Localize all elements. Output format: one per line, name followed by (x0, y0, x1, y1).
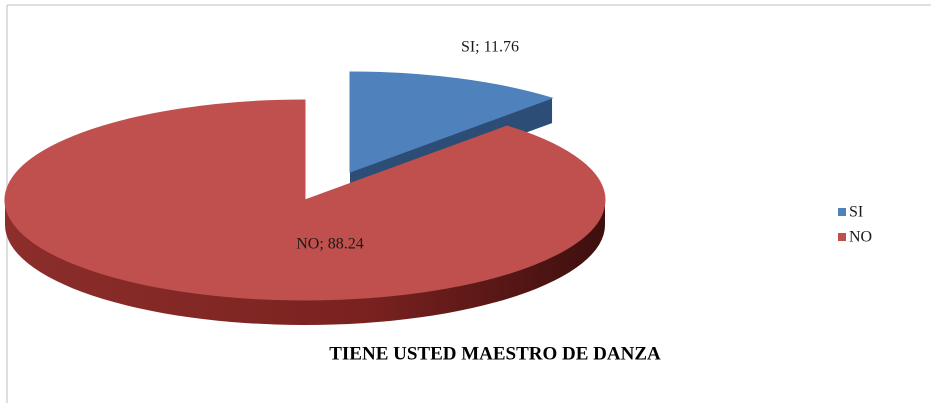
data-label: SI; 11.76 (461, 39, 519, 56)
slice-side (5, 200, 605, 325)
data-label: NO; 88.24 (296, 236, 364, 253)
pie (4, 71, 606, 325)
legend-label: NO (849, 229, 872, 246)
chart-title: TIENE USTED MAESTRO DE DANZA (329, 343, 661, 364)
slice (349, 71, 554, 173)
legend-label: SI (849, 204, 863, 221)
legend-swatch (838, 208, 846, 216)
legend-swatch (838, 233, 846, 241)
slice (4, 99, 606, 301)
